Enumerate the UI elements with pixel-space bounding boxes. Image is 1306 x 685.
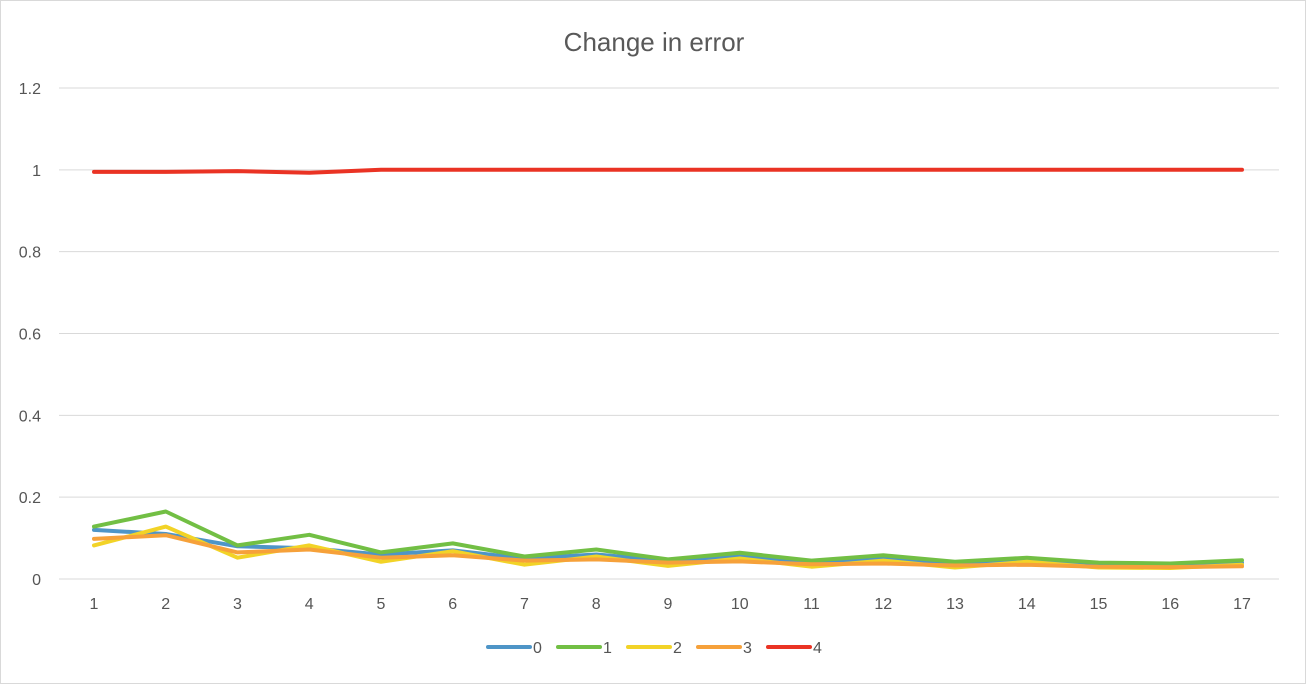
y-tick-label: 0 [32, 572, 41, 589]
y-tick-label: 1 [32, 163, 41, 180]
x-tick-label: 3 [233, 596, 242, 613]
legend-item-4: 4 [766, 640, 822, 657]
x-tick-label: 13 [946, 596, 964, 613]
series-line-4 [92, 167, 1244, 175]
legend-item-0: 0 [486, 640, 542, 657]
legend-item-1: 1 [556, 640, 612, 657]
x-tick-label: 16 [1161, 596, 1179, 613]
x-tick-label: 10 [731, 596, 749, 613]
x-tick-label: 14 [1018, 596, 1036, 613]
x-tick-label: 4 [305, 596, 314, 613]
x-tick-label: 17 [1233, 596, 1251, 613]
x-tick-label: 12 [874, 596, 892, 613]
x-tick-label: 6 [448, 596, 457, 613]
legend-item-2: 2 [626, 640, 682, 657]
x-axis-tick-labels: 1 2 3 4 5 6 7 8 9 10 11 12 13 14 15 16 17 [90, 596, 1251, 613]
legend-item-3: 3 [696, 640, 752, 657]
y-tick-label: 0.8 [19, 245, 41, 262]
x-tick-label: 11 [803, 596, 820, 613]
x-tick-label: 15 [1090, 596, 1108, 613]
legend-label: 4 [813, 640, 822, 657]
legend: 0 1 2 3 4 [486, 640, 822, 657]
legend-label: 1 [603, 640, 612, 657]
legend-label: 3 [743, 640, 752, 657]
x-tick-label: 5 [377, 596, 386, 613]
series-lines [92, 167, 1244, 570]
x-tick-label: 9 [664, 596, 673, 613]
legend-label: 2 [673, 640, 682, 657]
chart-title: Change in error [564, 27, 745, 57]
gridlines [59, 87, 1279, 580]
y-tick-label: 1.2 [19, 81, 41, 98]
y-tick-label: 0.2 [19, 490, 41, 507]
y-axis-tick-labels: 0 0.2 0.4 0.6 0.8 1 1.2 [19, 81, 41, 589]
x-tick-label: 8 [592, 596, 601, 613]
y-tick-label: 0.4 [19, 408, 41, 425]
series-line-1 [92, 509, 1244, 566]
x-tick-label: 2 [161, 596, 170, 613]
legend-label: 0 [533, 640, 542, 657]
y-tick-label: 0.6 [19, 327, 41, 344]
x-tick-label: 7 [520, 596, 529, 613]
series-line-3 [92, 533, 1244, 570]
x-tick-label: 1 [90, 596, 99, 613]
